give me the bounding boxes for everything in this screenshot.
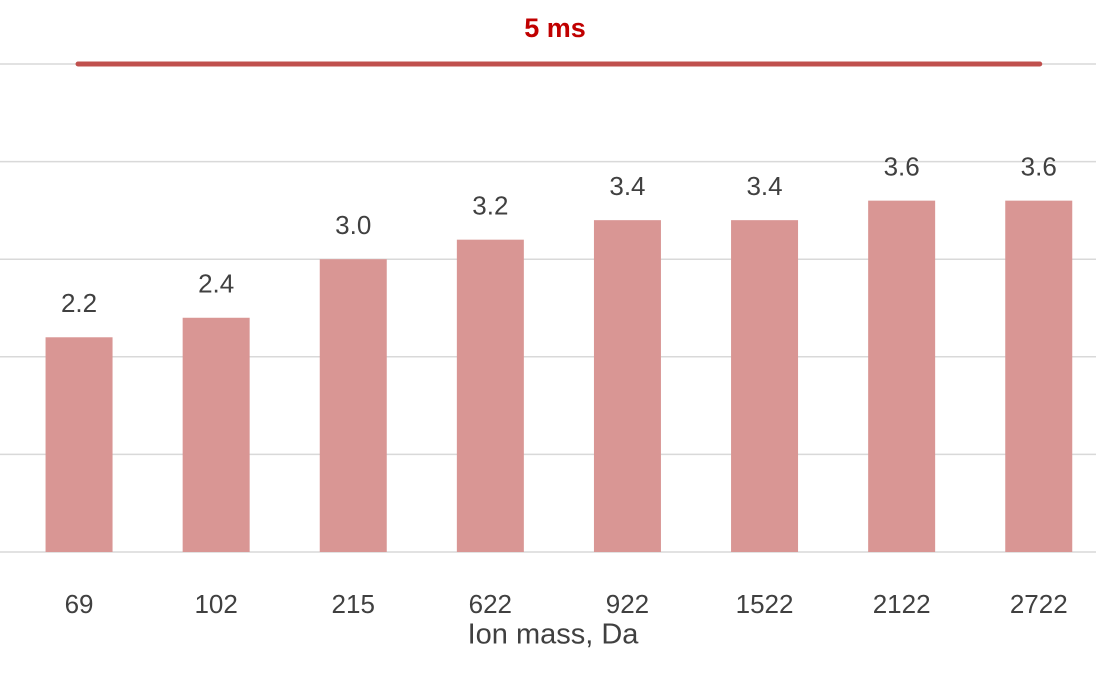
bar	[456, 239, 524, 552]
x-tick-label: 2122	[873, 589, 931, 619]
reference-label: 5 ms	[524, 13, 586, 43]
x-axis-title: Ion mass, Da	[468, 619, 640, 651]
bar	[319, 259, 387, 552]
bar	[182, 317, 250, 552]
x-tick-label: 622	[469, 589, 512, 619]
value-label: 3.6	[884, 152, 920, 182]
x-tick-label: 922	[606, 589, 649, 619]
bar	[731, 220, 799, 552]
x-tick-label: 2722	[1010, 589, 1068, 619]
value-label: 3.4	[609, 171, 645, 201]
bar	[1005, 200, 1073, 552]
x-tick-label: 69	[65, 589, 94, 619]
value-label: 3.6	[1021, 152, 1057, 182]
x-tick-label: 1522	[736, 589, 794, 619]
bar	[593, 220, 661, 552]
value-label: 2.2	[61, 288, 97, 318]
value-label: 3.2	[472, 191, 508, 221]
value-label: 2.4	[198, 269, 234, 299]
x-tick-label: 215	[332, 589, 375, 619]
value-label: 3.4	[746, 171, 782, 201]
bar	[868, 200, 936, 552]
value-label: 3.0	[335, 210, 371, 240]
bar	[45, 337, 113, 552]
x-tick-label: 102	[194, 589, 237, 619]
